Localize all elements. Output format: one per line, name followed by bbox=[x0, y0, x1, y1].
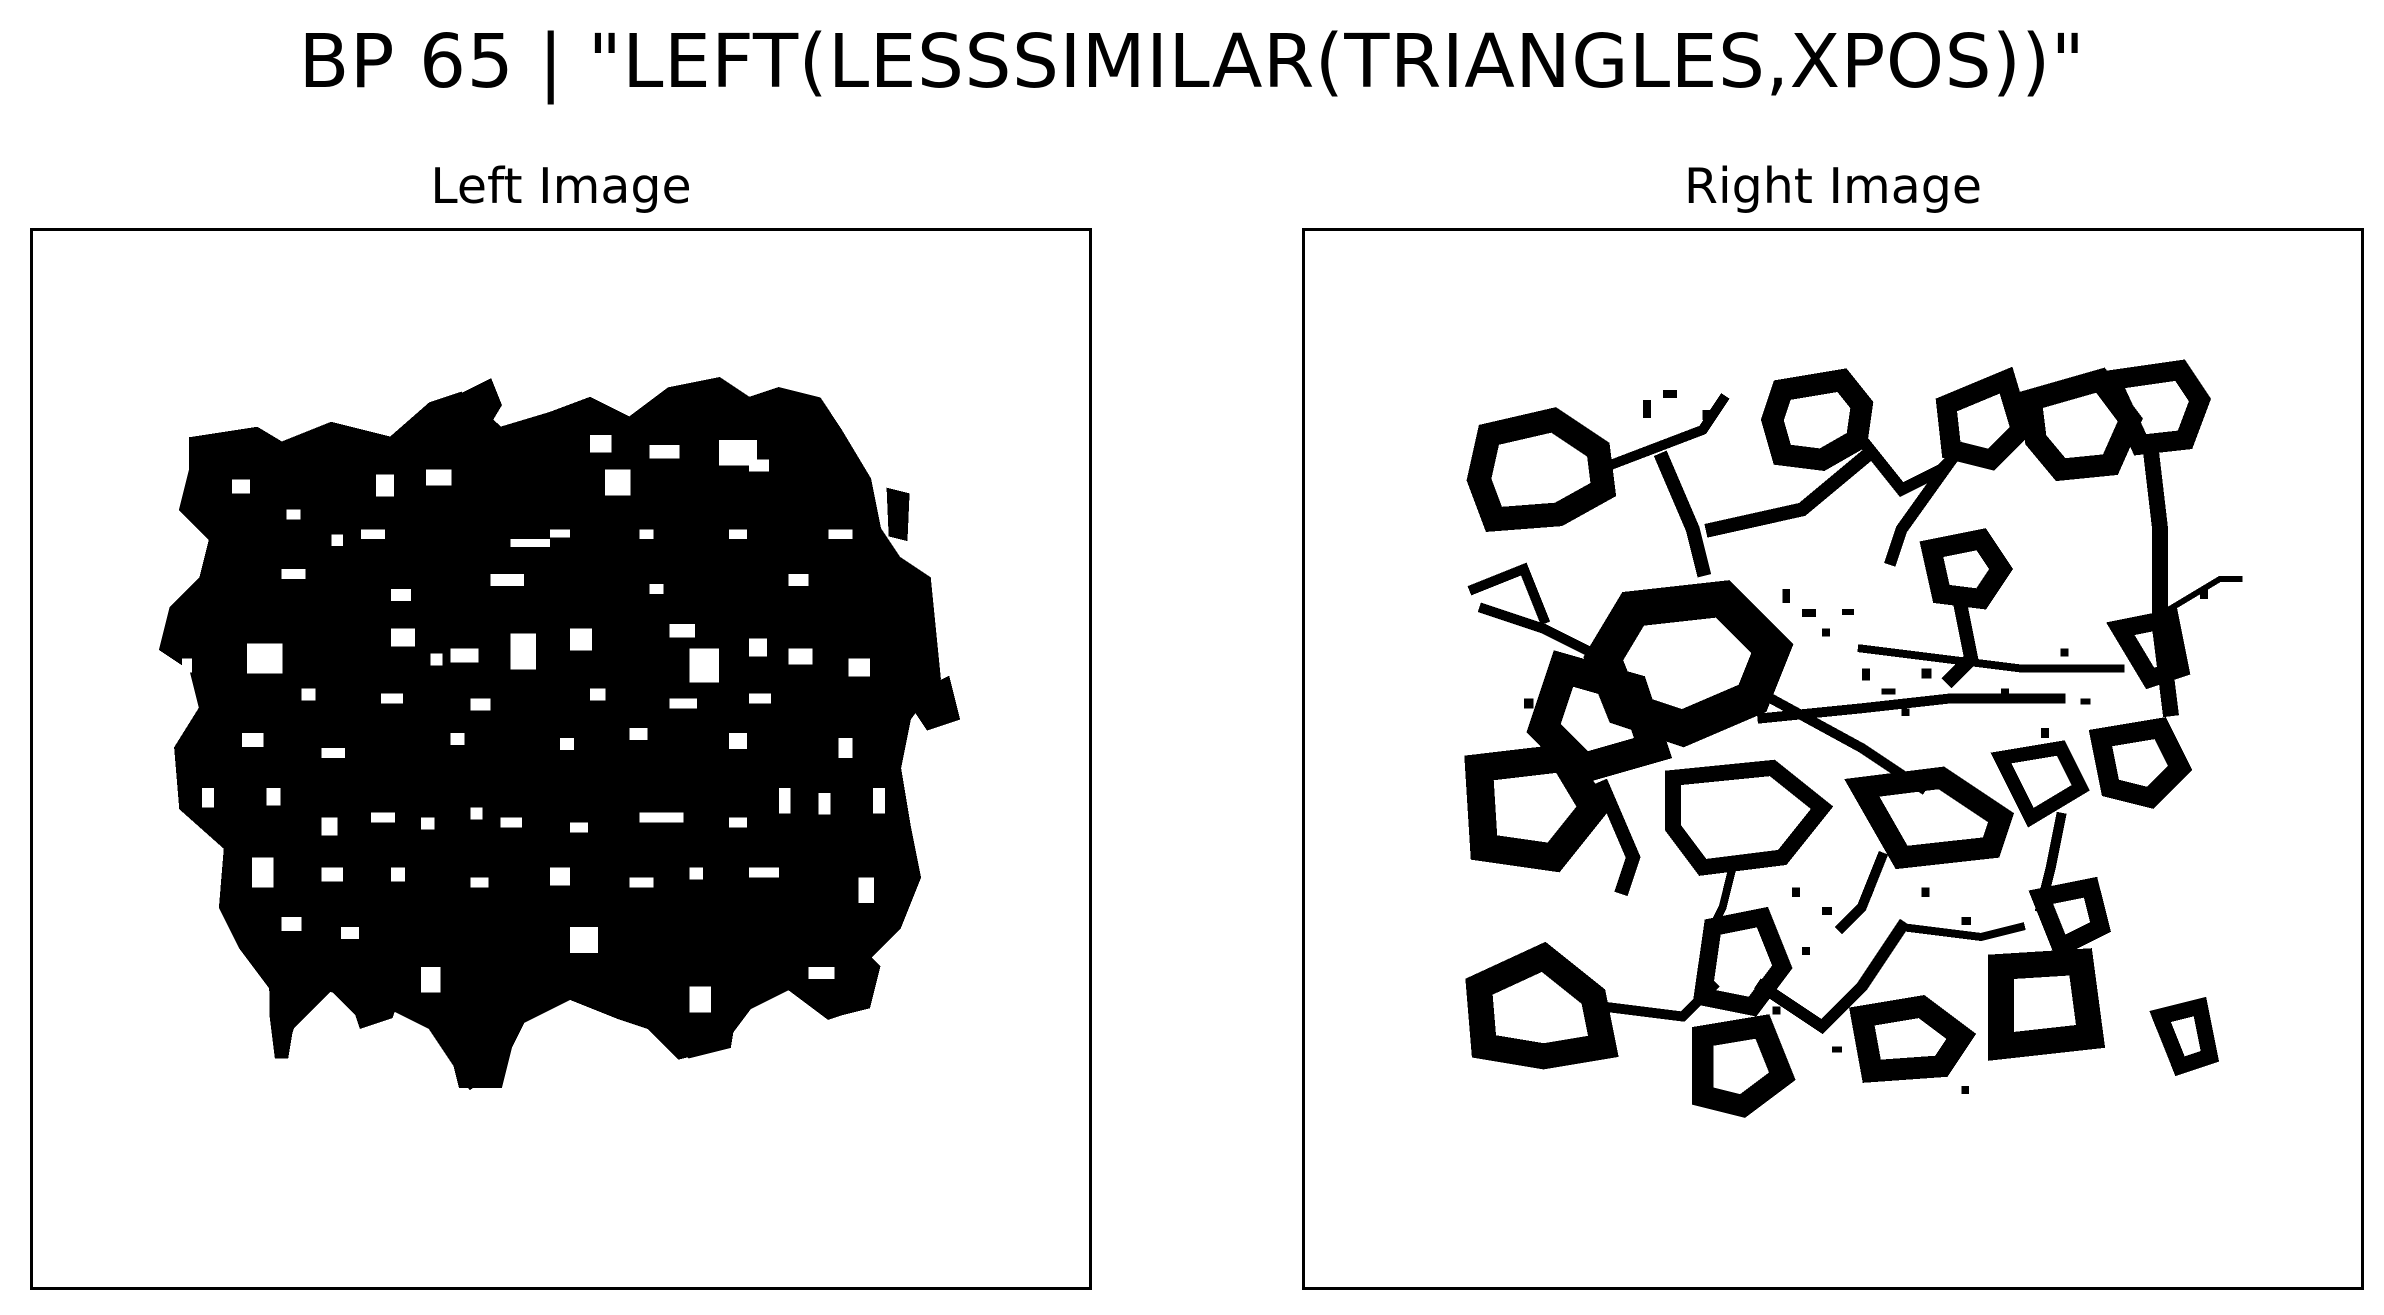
left-panel-title: Left Image bbox=[430, 158, 692, 215]
left-image-drawing bbox=[158, 376, 961, 1091]
right-image-drawing bbox=[1464, 359, 2243, 1118]
right-image-frame bbox=[1302, 228, 2364, 1290]
figure-title: BP 65 | "LEFT(LESSSIMILAR(TRIANGLES,XPOS… bbox=[298, 19, 2086, 105]
right-panel-title: Right Image bbox=[1683, 158, 1983, 215]
left-image-frame bbox=[30, 228, 1092, 1290]
